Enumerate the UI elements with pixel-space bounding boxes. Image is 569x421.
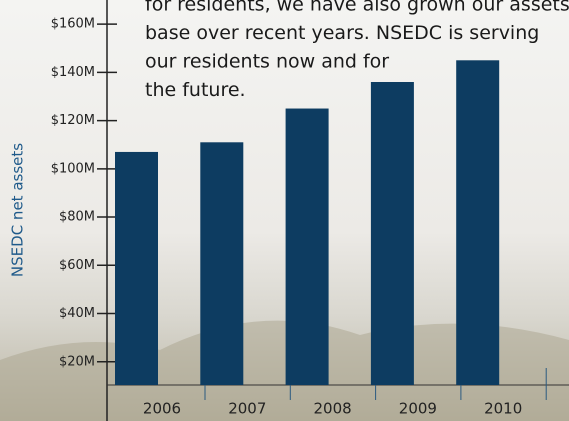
annotation-line: base over recent years. NSEDC is serving bbox=[145, 22, 539, 44]
x-tick-label: 2010 bbox=[484, 400, 522, 418]
y-tick-label: $100M bbox=[51, 161, 95, 176]
annotation-line: our residents now and for bbox=[145, 51, 389, 73]
y-tick-label: $60M bbox=[59, 258, 95, 273]
mountains bbox=[0, 320, 569, 421]
x-tick-label: 2008 bbox=[314, 400, 352, 418]
bar bbox=[115, 151, 158, 385]
bar bbox=[370, 82, 414, 385]
y-tick-label: $140M bbox=[51, 65, 95, 80]
bar bbox=[456, 60, 500, 385]
y-tick-label: $80M bbox=[59, 210, 95, 225]
annotation-line: the future. bbox=[145, 79, 246, 101]
y-tick-label: $40M bbox=[59, 306, 95, 321]
y-tick-label: $120M bbox=[51, 113, 95, 128]
x-tick-label: 2009 bbox=[399, 400, 437, 418]
annotation-line: for residents, we have also grown our as… bbox=[145, 0, 569, 16]
y-axis-label: NSEDC net assets bbox=[9, 143, 27, 277]
bar bbox=[200, 142, 244, 385]
y-tick-label: $20M bbox=[59, 354, 95, 369]
x-tick-label: 2007 bbox=[228, 400, 266, 418]
y-tick-label: $160M bbox=[51, 17, 95, 32]
bar bbox=[285, 108, 329, 385]
x-tick-label: 2006 bbox=[143, 400, 181, 418]
